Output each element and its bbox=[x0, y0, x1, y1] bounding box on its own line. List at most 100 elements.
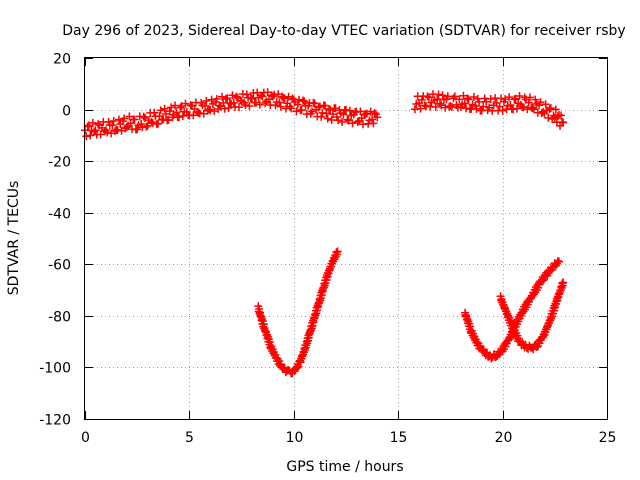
data-point bbox=[310, 99, 319, 108]
data-point bbox=[103, 128, 112, 137]
data-point bbox=[142, 122, 151, 131]
data-point bbox=[232, 92, 241, 101]
data-point bbox=[258, 92, 267, 101]
data-point bbox=[486, 95, 495, 104]
x-axis-label: GPS time / hours bbox=[286, 459, 403, 475]
data-point bbox=[156, 106, 165, 115]
data-point bbox=[234, 103, 243, 112]
data-point bbox=[159, 115, 168, 124]
y-tick-label: -80 bbox=[48, 310, 71, 326]
data-point bbox=[147, 117, 156, 126]
data-point bbox=[154, 119, 163, 128]
data-point bbox=[86, 131, 95, 140]
x-tick-label: 10 bbox=[286, 430, 304, 446]
x-tick-label: 25 bbox=[599, 430, 617, 446]
y-tick-label: 0 bbox=[62, 104, 71, 120]
data-point bbox=[220, 104, 229, 113]
data-point bbox=[292, 363, 301, 372]
data-point bbox=[515, 91, 524, 100]
data-point bbox=[326, 105, 335, 114]
data-point bbox=[487, 354, 496, 363]
data-point bbox=[368, 115, 377, 124]
data-point bbox=[342, 105, 350, 114]
data-point bbox=[420, 101, 429, 110]
y-tick-label: -120 bbox=[39, 413, 71, 429]
data-point bbox=[251, 98, 260, 107]
data-point bbox=[435, 99, 444, 108]
data-point bbox=[423, 92, 432, 101]
data-point bbox=[443, 92, 452, 101]
data-point bbox=[94, 120, 103, 129]
data-point bbox=[541, 100, 550, 109]
data-point bbox=[228, 91, 237, 100]
data-point bbox=[441, 103, 450, 112]
data-point bbox=[524, 98, 533, 107]
data-point bbox=[463, 94, 472, 103]
y-tick-label: -60 bbox=[48, 258, 71, 274]
data-point bbox=[314, 103, 323, 112]
data-point bbox=[417, 95, 426, 104]
data-point bbox=[541, 272, 550, 281]
x-tick-label: 0 bbox=[81, 430, 90, 446]
data-points bbox=[81, 88, 568, 378]
data-point bbox=[120, 114, 129, 123]
data-point bbox=[91, 126, 100, 135]
data-point bbox=[206, 106, 215, 115]
data-point bbox=[181, 99, 190, 108]
data-point bbox=[202, 96, 211, 105]
data-point bbox=[338, 117, 347, 126]
data-point bbox=[122, 123, 131, 132]
data-point bbox=[333, 247, 342, 256]
data-point bbox=[88, 118, 97, 127]
data-point bbox=[201, 101, 210, 110]
data-point bbox=[280, 94, 289, 103]
data-point bbox=[172, 108, 181, 117]
data-point bbox=[150, 108, 159, 117]
data-point bbox=[460, 99, 469, 108]
data-point bbox=[539, 107, 548, 116]
data-point bbox=[109, 117, 118, 126]
data-point bbox=[557, 111, 566, 120]
x-tick-label: 20 bbox=[495, 430, 513, 446]
data-point bbox=[479, 102, 488, 111]
data-point bbox=[331, 104, 340, 113]
data-point bbox=[531, 95, 540, 104]
data-point bbox=[495, 102, 504, 111]
data-point bbox=[366, 107, 375, 116]
x-tick-label: 5 bbox=[185, 430, 194, 446]
data-point bbox=[554, 257, 563, 266]
data-point bbox=[268, 92, 277, 101]
data-point bbox=[433, 95, 442, 104]
data-point bbox=[506, 101, 515, 110]
data-point bbox=[546, 104, 555, 113]
y-tick-label: -100 bbox=[39, 361, 71, 377]
y-tick-label: -20 bbox=[48, 155, 71, 171]
data-point bbox=[317, 112, 326, 121]
data-point bbox=[505, 93, 514, 102]
y-tick-label: -40 bbox=[48, 207, 71, 223]
data-point bbox=[455, 95, 464, 104]
data-point bbox=[82, 132, 91, 141]
data-point bbox=[370, 109, 379, 118]
data-point bbox=[431, 102, 440, 111]
data-point bbox=[295, 95, 304, 104]
data-point bbox=[276, 102, 285, 111]
data-point bbox=[176, 103, 185, 112]
data-point bbox=[498, 106, 507, 115]
chart-title: Day 296 of 2023, Sidereal Day-to-day VTE… bbox=[62, 23, 625, 39]
data-point bbox=[353, 117, 362, 126]
y-tick-label: 20 bbox=[53, 52, 71, 68]
data-point bbox=[261, 98, 270, 107]
data-point bbox=[450, 92, 459, 101]
data-point bbox=[482, 97, 491, 106]
series-arc-2 bbox=[461, 257, 563, 363]
data-point bbox=[246, 93, 255, 102]
data-point bbox=[229, 98, 238, 107]
data-point bbox=[373, 113, 382, 122]
data-point bbox=[559, 278, 568, 287]
data-point bbox=[464, 95, 473, 104]
data-point bbox=[551, 105, 560, 114]
data-point bbox=[245, 102, 254, 111]
data-point bbox=[416, 104, 425, 113]
data-point bbox=[133, 125, 142, 134]
